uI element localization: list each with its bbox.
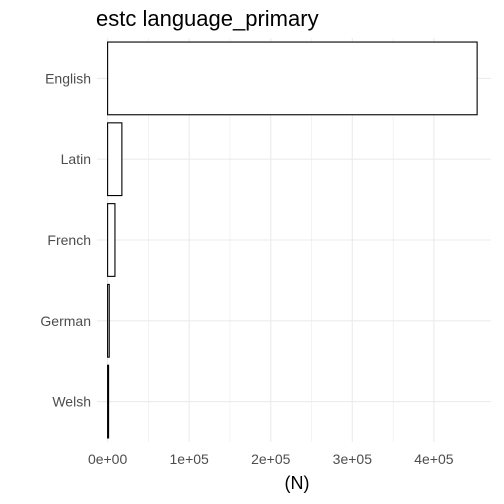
- bars: [107, 41, 478, 439]
- y-tick-label: Latin: [61, 151, 91, 167]
- bar-german: [107, 283, 110, 358]
- x-tick-label: 3e+05: [333, 451, 373, 467]
- bar-english: [107, 41, 478, 116]
- x-axis-title: (N): [285, 473, 310, 493]
- x-tick-label: 2e+05: [251, 451, 291, 467]
- chart-title: estc language_primary: [96, 6, 319, 31]
- bar-latin: [107, 122, 123, 197]
- y-tick-label: French: [47, 232, 91, 248]
- y-tick-labels: English Latin French German Welsh: [40, 70, 91, 409]
- x-tick-label: 1e+05: [170, 451, 210, 467]
- bar-french: [107, 203, 116, 277]
- y-tick-label: Welsh: [52, 394, 91, 410]
- y-tick-label: English: [45, 70, 91, 86]
- x-tick-label: 4e+05: [414, 451, 454, 467]
- x-tick-label: 0e+00: [88, 451, 128, 467]
- y-tick-label: German: [40, 313, 91, 329]
- bar-welsh: [107, 364, 110, 439]
- x-tick-labels: 0e+00 1e+05 2e+05 3e+05 4e+05: [88, 451, 454, 467]
